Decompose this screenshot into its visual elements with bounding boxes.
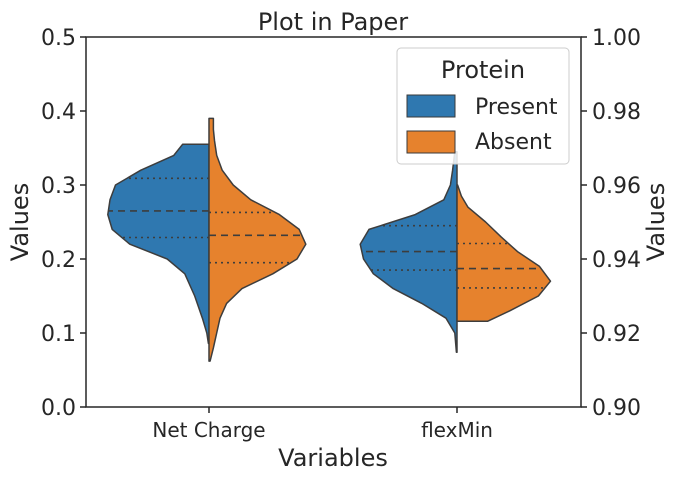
y-right-tick-label: 0.90: [592, 396, 641, 421]
y-right-tick-label: 1.00: [592, 26, 641, 51]
y-right-tick-label: 0.98: [592, 100, 641, 125]
legend-swatch-present: [406, 94, 456, 118]
chart-title: Plot in Paper: [258, 8, 408, 36]
y-right-tick-label: 0.92: [592, 322, 641, 347]
x-axis: Net Charge flexMin: [152, 407, 493, 442]
plot-frame: [85, 36, 582, 408]
x-axis-label: Variables: [278, 444, 388, 472]
legend-swatch-absent: [406, 130, 456, 154]
legend-title: Protein: [441, 56, 525, 84]
y-tick-label: 0.1: [41, 322, 76, 347]
violin-present-0: [107, 143, 210, 345]
violin-absent-0: [208, 117, 307, 362]
left-y-axis: 0.0 0.1 0.2 0.3 0.4 0.5: [41, 26, 86, 421]
y-tick-label: 0.3: [41, 174, 76, 199]
y-right-tick-label: 0.96: [592, 174, 641, 199]
y-tick-label: 0.0: [41, 396, 76, 421]
legend-label-present: Present: [475, 95, 558, 120]
violin-absent-1: [456, 184, 552, 322]
y-right-tick-label: 0.94: [592, 248, 641, 273]
y-axis-label-right: Values: [642, 183, 670, 261]
right-y-axis: 0.90 0.92 0.94 0.96 0.98 1.00: [581, 26, 641, 421]
x-tick-label: flexMin: [421, 418, 493, 442]
quartile-lines: [108, 177, 546, 289]
y-axis-label: Values: [6, 183, 34, 261]
y-tick-label: 0.4: [41, 100, 76, 125]
legend-label-absent: Absent: [475, 130, 552, 155]
x-tick-label: Net Charge: [152, 418, 265, 442]
legend: Protein Present Absent: [396, 47, 570, 165]
y-tick-label: 0.5: [41, 26, 76, 51]
y-tick-label: 0.2: [41, 248, 76, 273]
